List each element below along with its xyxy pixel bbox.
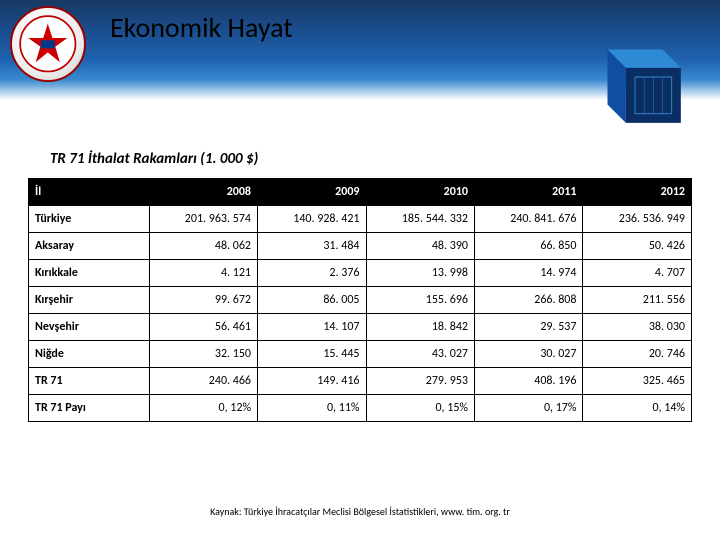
row-label: Niğde bbox=[29, 341, 150, 368]
row-label: TR 71 bbox=[29, 368, 150, 395]
row-label: Nevşehir bbox=[29, 314, 150, 341]
cell-value: 266. 808 bbox=[474, 287, 582, 314]
cell-value: 20. 746 bbox=[583, 341, 692, 368]
cell-value: 149. 416 bbox=[258, 368, 366, 395]
cell-value: 140. 928. 421 bbox=[258, 206, 366, 233]
cell-value: 185. 544. 332 bbox=[366, 206, 474, 233]
cell-value: 48. 390 bbox=[366, 233, 474, 260]
cell-value: 99. 672 bbox=[149, 287, 257, 314]
table-row: Kırıkkale4. 1212. 37613. 99814. 9744. 70… bbox=[29, 260, 692, 287]
cube-graphic bbox=[580, 22, 690, 132]
cell-value: 325. 465 bbox=[583, 368, 692, 395]
cell-value: 408. 196 bbox=[474, 368, 582, 395]
table-subtitle: TR 71 İthalat Rakamları (1. 000 $) bbox=[50, 150, 258, 168]
cell-value: 18. 842 bbox=[366, 314, 474, 341]
row-label: Aksaray bbox=[29, 233, 150, 260]
cell-value: 240. 841. 676 bbox=[474, 206, 582, 233]
row-label: Türkiye bbox=[29, 206, 150, 233]
table-row: Nevşehir56. 46114. 10718. 84229. 53738. … bbox=[29, 314, 692, 341]
cell-value: 38. 030 bbox=[583, 314, 692, 341]
chamber-logo bbox=[10, 6, 86, 82]
table-row: Kırşehir99. 67286. 005155. 696266. 80821… bbox=[29, 287, 692, 314]
import-table: İl20082009201020112012 Türkiye201. 963. … bbox=[28, 178, 692, 422]
table-row: TR 71 Payı0, 12%0, 11%0, 15%0, 17%0, 14% bbox=[29, 395, 692, 422]
cell-value: 66. 850 bbox=[474, 233, 582, 260]
col-year-2012: 2012 bbox=[583, 179, 692, 206]
cell-value: 0, 17% bbox=[474, 395, 582, 422]
table-row: Aksaray48. 06231. 48448. 39066. 85050. 4… bbox=[29, 233, 692, 260]
cell-value: 29. 537 bbox=[474, 314, 582, 341]
row-label: Kırşehir bbox=[29, 287, 150, 314]
cell-value: 201. 963. 574 bbox=[149, 206, 257, 233]
cell-value: 240. 466 bbox=[149, 368, 257, 395]
cell-value: 56. 461 bbox=[149, 314, 257, 341]
cell-value: 31. 484 bbox=[258, 233, 366, 260]
cell-value: 155. 696 bbox=[366, 287, 474, 314]
cell-value: 279. 953 bbox=[366, 368, 474, 395]
cell-value: 211. 556 bbox=[583, 287, 692, 314]
cell-value: 13. 998 bbox=[366, 260, 474, 287]
cell-value: 50. 426 bbox=[583, 233, 692, 260]
cell-value: 14. 107 bbox=[258, 314, 366, 341]
cell-value: 14. 974 bbox=[474, 260, 582, 287]
row-label: Kırıkkale bbox=[29, 260, 150, 287]
logo-icon bbox=[19, 15, 77, 73]
cell-value: 2. 376 bbox=[258, 260, 366, 287]
cell-value: 32. 150 bbox=[149, 341, 257, 368]
col-year-2011: 2011 bbox=[474, 179, 582, 206]
cell-value: 30. 027 bbox=[474, 341, 582, 368]
table-row: TR 71240. 466149. 416279. 953408. 196325… bbox=[29, 368, 692, 395]
source-note: Kaynak: Türkiye İhracatçılar Meclisi Böl… bbox=[0, 505, 720, 518]
cell-value: 0, 11% bbox=[258, 395, 366, 422]
col-year-2010: 2010 bbox=[366, 179, 474, 206]
cell-value: 4. 707 bbox=[583, 260, 692, 287]
cell-value: 0, 14% bbox=[583, 395, 692, 422]
cell-value: 86. 005 bbox=[258, 287, 366, 314]
col-year-2008: 2008 bbox=[149, 179, 257, 206]
cell-value: 4. 121 bbox=[149, 260, 257, 287]
table-row: Niğde32. 15015. 44543. 02730. 02720. 746 bbox=[29, 341, 692, 368]
cell-value: 236. 536. 949 bbox=[583, 206, 692, 233]
col-province: İl bbox=[29, 179, 150, 206]
table-row: Türkiye201. 963. 574140. 928. 421185. 54… bbox=[29, 206, 692, 233]
page-title: Ekonomik Hayat bbox=[110, 10, 293, 45]
cell-value: 0, 15% bbox=[366, 395, 474, 422]
row-label: TR 71 Payı bbox=[29, 395, 150, 422]
cell-value: 15. 445 bbox=[258, 341, 366, 368]
col-year-2009: 2009 bbox=[258, 179, 366, 206]
cell-value: 43. 027 bbox=[366, 341, 474, 368]
cell-value: 48. 062 bbox=[149, 233, 257, 260]
cell-value: 0, 12% bbox=[149, 395, 257, 422]
